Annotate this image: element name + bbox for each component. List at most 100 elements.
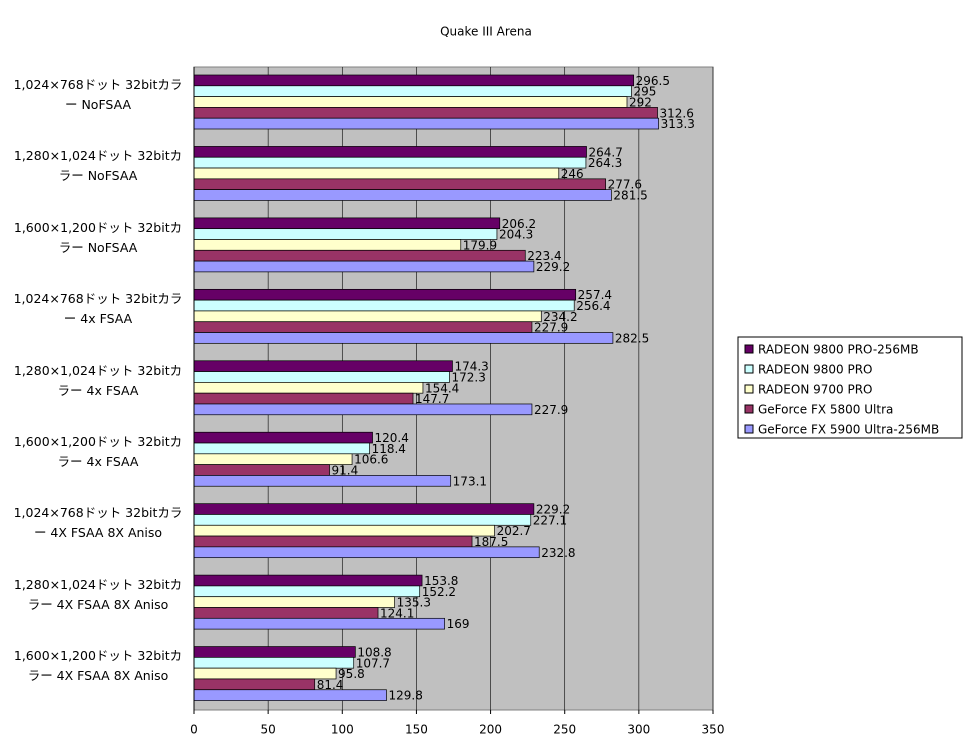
y-tick-label: 1,600×1,200ドット 32bitカラー 4x FSAA [13,433,183,469]
bar [193,574,423,587]
bar [193,524,495,537]
bar [193,514,532,526]
y-tick-label: 1,024×768ドット 32bitカラー NoFSAA [13,76,183,112]
value-label: 81.4 [317,678,344,692]
legend-label: GeForce FX 5800 Ultra [758,403,893,417]
value-label: 172.3 [451,370,485,384]
value-label: 227.9 [534,403,568,417]
bar [193,453,353,465]
bar [193,371,450,383]
bar [193,585,421,598]
bar [193,464,330,476]
bar [193,178,606,190]
value-label: 120.4 [375,431,409,445]
y-tick-label: 1,024×768ドット 32bitカラー 4x FSAA [13,291,183,327]
y-tick-label: 1,280×1,024ドット 32bitカラー 4x FSAA [13,362,183,398]
x-tick-label: 150 [405,723,428,737]
y-tick-label: 1,600×1,200ドット 32bitカラー 4X FSAA 8X Aniso [13,648,183,684]
legend-label: RADEON 9800 PRO-256MB [758,343,919,357]
legend-swatch [744,384,754,394]
bar [193,156,587,169]
y-tick-label: 1,600×1,200ドット 32bitカラー NoFSAA [13,219,183,255]
legend-swatch [744,404,754,414]
bar [193,107,658,119]
value-label: 292 [629,96,652,110]
chart-title: Quake III Arena [440,25,532,39]
x-tick-label: 0 [190,723,198,737]
bar [193,596,395,608]
x-tick-label: 200 [479,723,502,737]
legend-swatch [744,424,754,434]
bar [193,535,473,548]
x-tick-label: 250 [553,723,576,737]
bar [193,392,414,405]
value-label: 147.7 [415,392,449,406]
bar [193,431,373,444]
y-tick-label: 1,280×1,024ドット 32bitカラー 4X FSAA 8X Aniso [13,576,183,612]
value-label: 232.8 [541,546,575,560]
legend-label: GeForce FX 5900 Ultra-256MB [758,423,939,437]
bar [193,228,498,240]
value-label: 204.3 [499,228,533,242]
bar [193,403,533,416]
bar [193,657,355,669]
y-tick-label: 1,280×1,024ドット 32bitカラー NoFSAA [13,148,183,184]
x-tick-label: 350 [702,723,725,737]
value-label: 91.4 [332,464,359,478]
value-label: 187.5 [474,535,508,549]
value-label: 229.2 [536,503,570,517]
value-label: 264.7 [589,145,623,159]
x-tick-label: 100 [331,723,354,737]
legend-label: RADEON 9800 PRO [758,363,873,377]
value-label: 227.9 [534,321,568,335]
value-label: 264.3 [588,156,622,170]
bar [193,217,501,230]
bar [193,360,453,372]
value-label: 281.5 [613,189,647,203]
value-label: 227.1 [533,513,567,527]
value-label: 223.4 [527,249,561,263]
value-label: 129.8 [388,689,422,703]
legend-box [737,336,963,439]
bar [193,475,452,487]
value-label: 282.5 [615,331,649,345]
value-label: 153.8 [424,574,458,588]
value-label: 124.1 [380,606,414,620]
value-label: 246 [561,167,584,181]
value-label: 107.7 [356,656,390,670]
bar [193,146,587,158]
bar [193,96,628,108]
value-label: 154.4 [425,381,459,395]
value-label: 234.2 [543,310,577,324]
value-label: 152.2 [422,585,456,599]
bar [193,288,577,301]
bar [193,678,316,691]
bar [193,321,533,333]
bar [193,299,575,312]
value-label: 202.7 [497,524,531,538]
value-label: 256.4 [576,299,610,313]
bar [193,546,540,559]
value-label: 179.9 [463,238,497,252]
bar [193,607,379,619]
bar [193,85,632,97]
value-label: 295 [633,85,656,99]
bar [193,382,424,394]
bar [193,310,542,323]
value-label: 106.6 [354,453,388,467]
value-label: 257.4 [578,288,612,302]
legend-swatch [744,364,754,374]
x-tick-label: 50 [261,723,276,737]
value-label: 206.2 [502,217,536,231]
value-label: 95.8 [338,667,365,681]
bar [193,442,370,455]
value-label: 277.6 [608,178,642,192]
value-label: 108.8 [357,645,391,659]
bar [193,260,535,273]
x-tick-label: 300 [627,723,650,737]
value-label: 313.3 [661,117,695,131]
bar [193,617,445,630]
value-label: 296.5 [636,74,670,88]
